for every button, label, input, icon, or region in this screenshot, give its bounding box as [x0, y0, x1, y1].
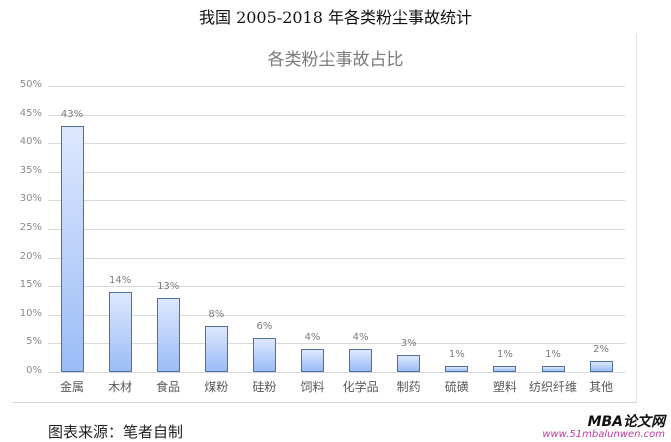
bar-value-label: 4%	[304, 332, 321, 344]
y-axis-tick-label: 45%	[19, 107, 42, 119]
y-axis-tick-label: 50%	[19, 79, 42, 90]
y-axis-tick-label: 40%	[19, 136, 42, 148]
bar-value-label: 43%	[60, 109, 84, 121]
bar-10	[493, 366, 517, 372]
watermark-logo-text: MBA论文网	[587, 414, 665, 430]
bar-value-label: 4%	[352, 332, 369, 344]
gridline	[48, 86, 625, 87]
y-axis-tick-label: 15%	[19, 279, 42, 291]
x-axis-category-label: 硫磺	[444, 380, 469, 394]
bar-7	[349, 349, 373, 372]
x-axis-category-label: 煤粉	[204, 380, 229, 394]
document-title: 我国 2005-2018 年各类粉尘事故统计	[198, 8, 473, 27]
x-axis-category-label: 饲料	[300, 380, 325, 394]
bar-1	[60, 126, 84, 372]
x-axis-category-label: 化学品	[342, 380, 379, 394]
y-axis-tick-label: 25%	[19, 222, 42, 233]
gridline	[48, 229, 625, 230]
gridline	[48, 314, 625, 316]
y-axis-tick-label: 0%	[26, 365, 42, 376]
bar-11	[541, 366, 565, 372]
bar-3	[156, 297, 180, 372]
y-axis-tick-label: 5%	[26, 336, 42, 348]
bar-value-label: 6%	[256, 320, 273, 332]
gridline	[48, 171, 625, 173]
gridline	[48, 372, 625, 373]
y-axis-tick-label: 20%	[19, 250, 42, 262]
gridline	[48, 343, 625, 345]
x-axis-category-label: 其他	[589, 380, 614, 394]
x-axis-category-label: 食品	[156, 380, 181, 394]
gridline	[48, 114, 625, 116]
x-axis-category-label: 金属	[59, 380, 84, 394]
chart-area	[12, 34, 637, 403]
bar-value-label: 2%	[593, 343, 610, 355]
x-axis-category-label: 硅粉	[252, 380, 277, 394]
bar-value-label: 14%	[108, 274, 132, 286]
x-axis-category-label: 纺织纤维	[528, 380, 577, 394]
gridline	[48, 286, 625, 288]
bar-value-label: 1%	[496, 349, 513, 361]
watermark-url: www.51mbalunwen.com	[542, 429, 665, 440]
bar-value-label: 8%	[208, 309, 225, 321]
gridline	[48, 143, 625, 145]
bar-4	[204, 326, 228, 372]
figure-source-caption: 图表来源：笔者自制	[48, 423, 184, 441]
x-axis-category-label: 制药	[396, 380, 421, 394]
y-axis-tick-label: 30%	[19, 193, 42, 205]
y-axis-tick-label: 35%	[19, 164, 42, 176]
x-axis-category-label: 塑料	[492, 380, 517, 394]
bar-2	[108, 291, 132, 372]
bar-9	[445, 366, 469, 372]
bar-8	[397, 354, 421, 372]
gridline	[48, 257, 625, 259]
bar-value-label: 13%	[157, 280, 180, 292]
chart-title: 各类粉尘事故占比	[267, 50, 404, 70]
bar-value-label: 1%	[545, 349, 561, 361]
bar-6	[301, 349, 324, 372]
bar-value-label: 1%	[448, 349, 465, 361]
gridline	[48, 200, 625, 202]
x-axis-category-label: 木材	[108, 380, 133, 394]
bar-value-label: 3%	[400, 337, 417, 349]
bar-5	[252, 337, 276, 372]
y-axis-tick-label: 10%	[19, 307, 42, 319]
bar-12	[589, 360, 613, 372]
